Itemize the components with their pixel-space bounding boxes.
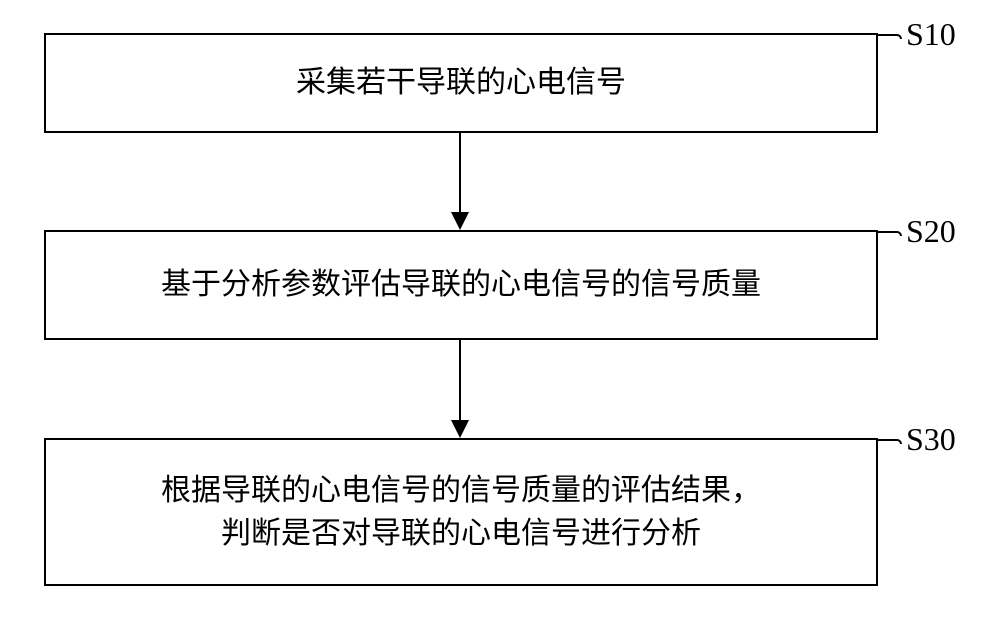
arrow-line	[459, 133, 461, 212]
flow-node-text: 根据导联的心电信号的信号质量的评估结果， 判断是否对导联的心电信号进行分析	[161, 469, 761, 556]
arrow-head-icon	[451, 420, 469, 438]
step-label-s30: S30	[906, 421, 956, 458]
arrow-line	[459, 340, 461, 420]
flow-node-text: 基于分析参数评估导联的心电信号的信号质量	[161, 263, 761, 307]
flow-node-text: 采集若干导联的心电信号	[296, 61, 626, 105]
flow-node-s10: 采集若干导联的心电信号	[44, 33, 878, 133]
step-label-s10: S10	[906, 16, 956, 53]
label-connector	[878, 34, 902, 39]
flow-node-s30: 根据导联的心电信号的信号质量的评估结果， 判断是否对导联的心电信号进行分析	[44, 438, 878, 586]
flowchart-canvas: 采集若干导联的心电信号 S10 基于分析参数评估导联的心电信号的信号质量 S20 根据导…	[0, 0, 1000, 621]
arrow-head-icon	[451, 212, 469, 230]
step-label-s20: S20	[906, 213, 956, 250]
flow-node-s20: 基于分析参数评估导联的心电信号的信号质量	[44, 230, 878, 340]
label-connector	[878, 231, 902, 236]
label-connector	[878, 439, 902, 444]
